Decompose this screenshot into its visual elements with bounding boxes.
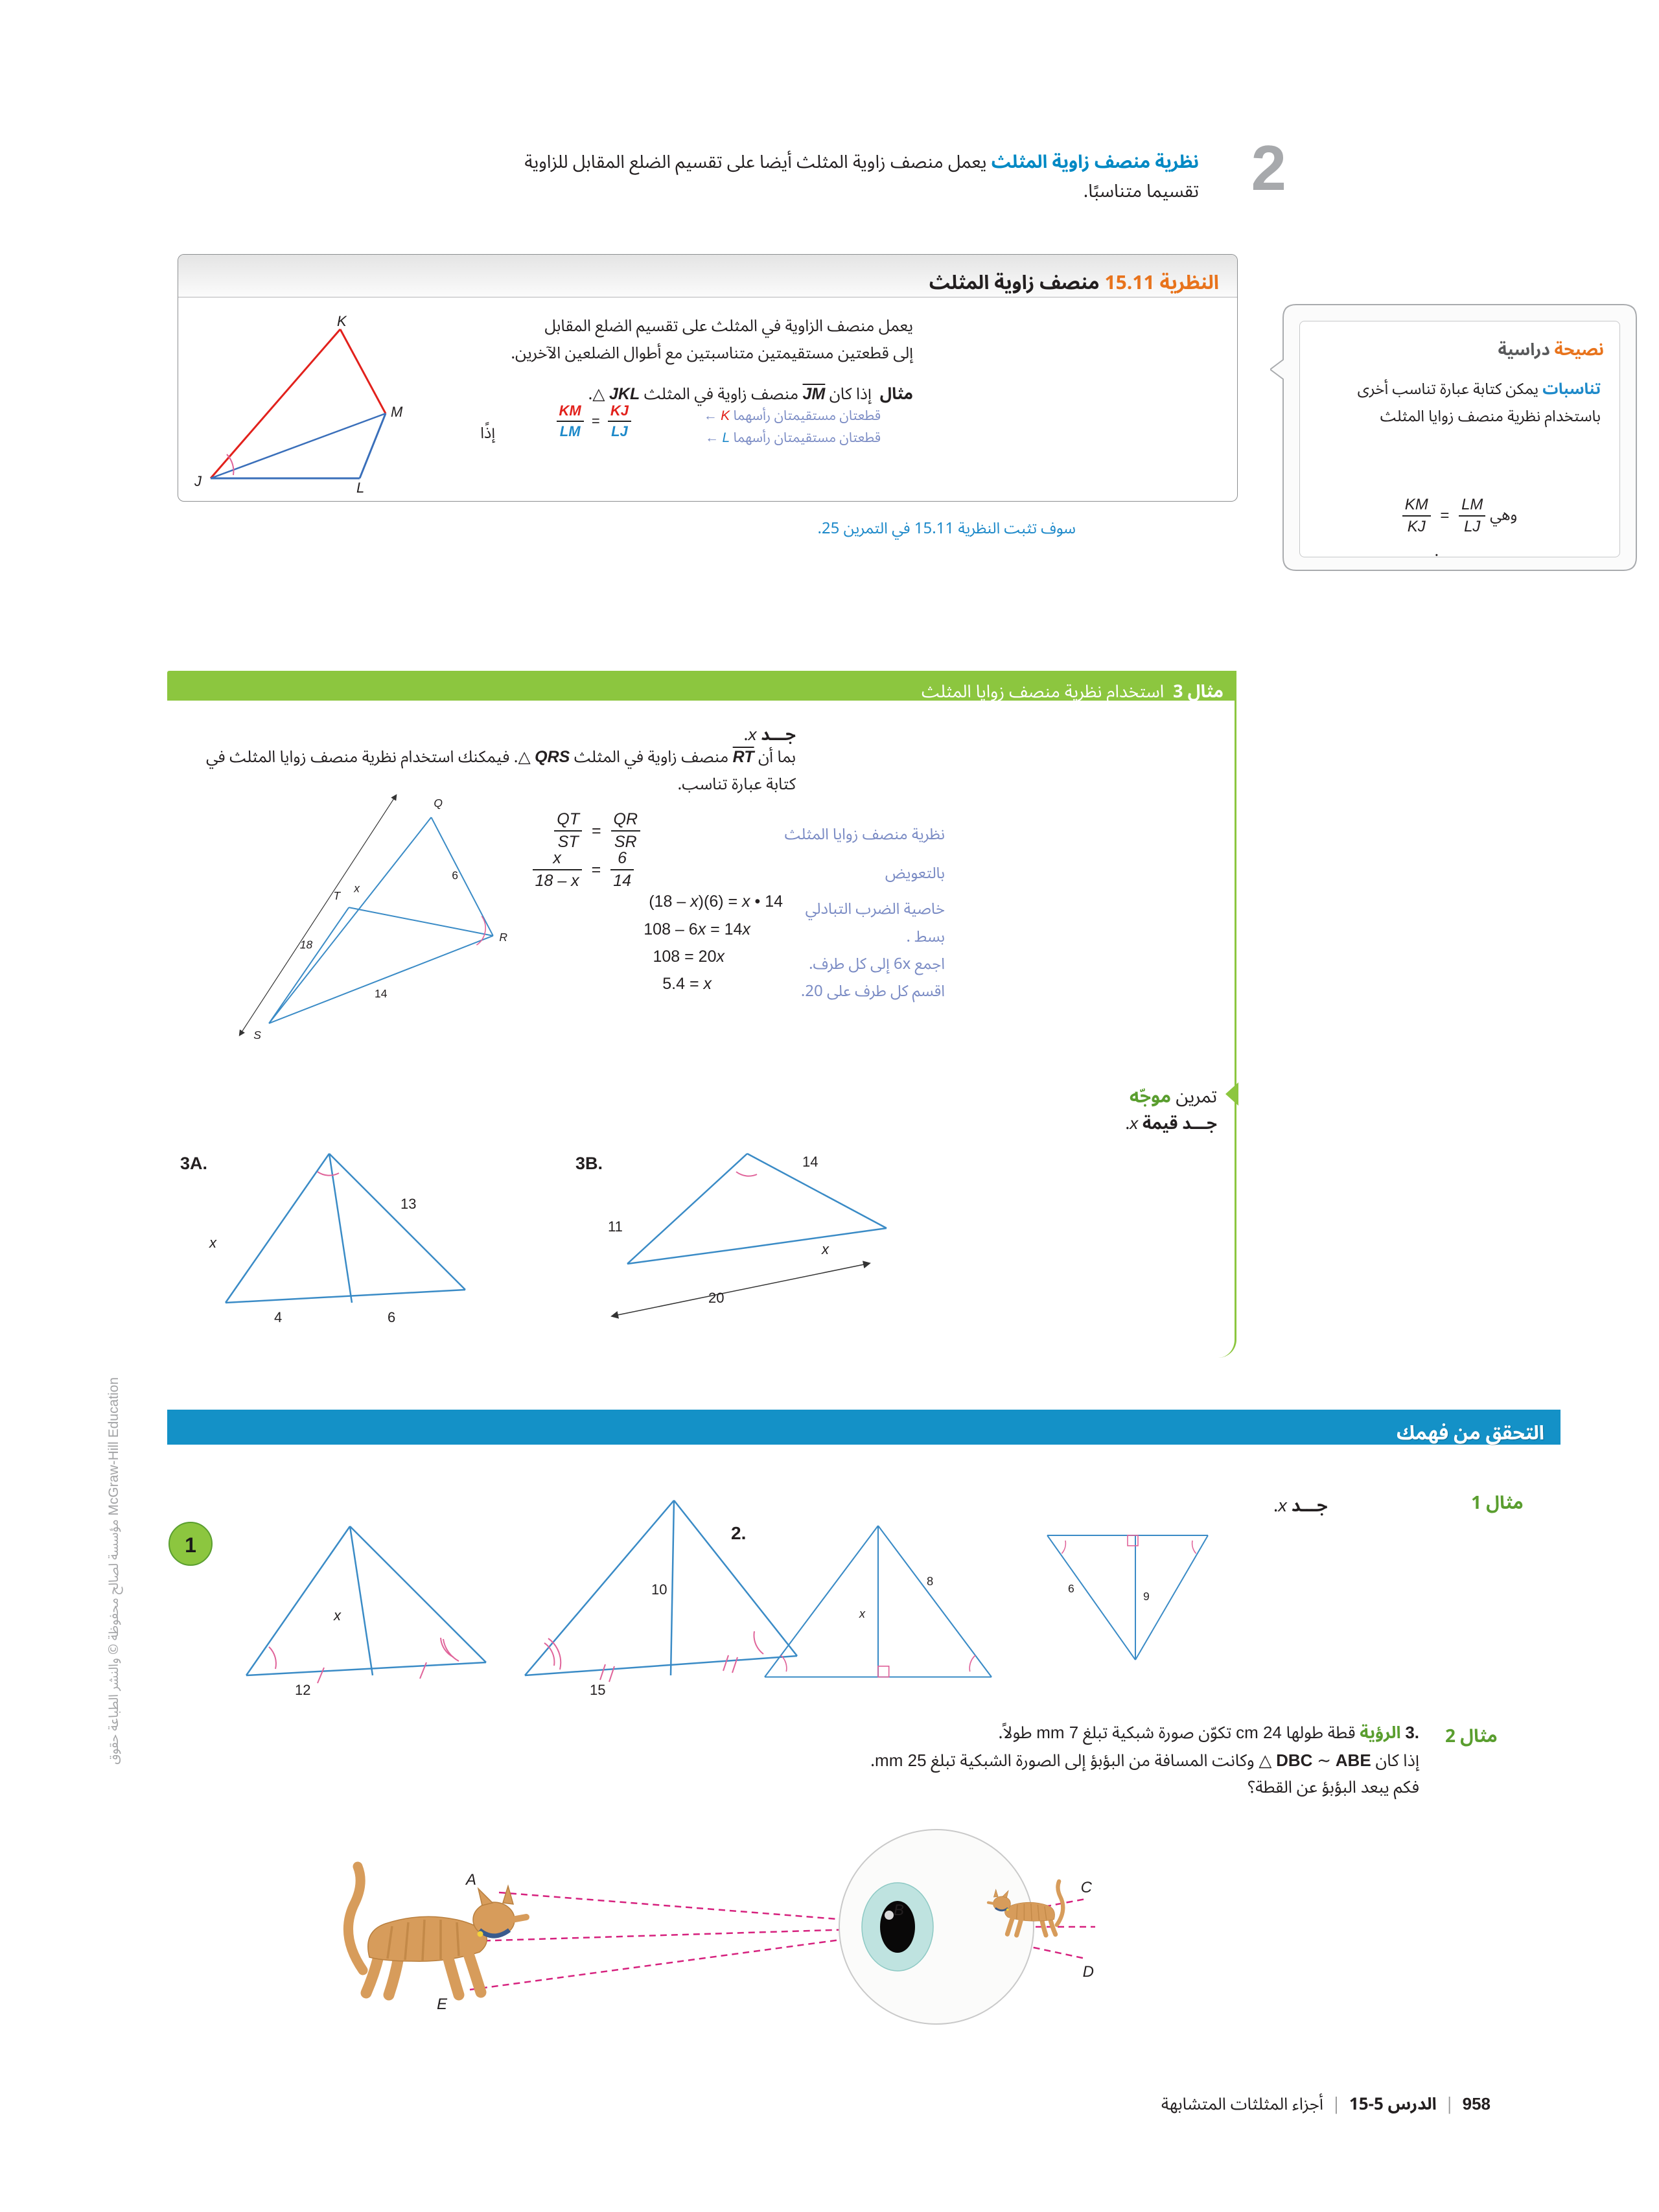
svg-text:J: J — [194, 473, 202, 489]
svg-text:K: K — [337, 313, 347, 329]
svg-text:T: T — [333, 889, 341, 902]
svg-text:A: A — [465, 1871, 476, 1889]
svg-text:12: 12 — [295, 1682, 310, 1698]
svg-text:18: 18 — [300, 938, 313, 951]
svg-text:x: x — [353, 881, 360, 894]
svg-text:R: R — [499, 931, 507, 944]
svg-text:13: 13 — [400, 1196, 416, 1212]
svg-text:8: 8 — [927, 1574, 933, 1588]
svg-text:20: 20 — [708, 1290, 724, 1306]
svg-text:6: 6 — [452, 868, 458, 881]
svg-text:14: 14 — [375, 987, 388, 1000]
svg-text:6: 6 — [1068, 1582, 1074, 1595]
svg-text:E: E — [437, 1996, 448, 2013]
svg-text:x: x — [333, 1607, 342, 1624]
svg-text:10: 10 — [651, 1581, 667, 1598]
svg-text:B: B — [894, 1902, 904, 1919]
svg-text:6: 6 — [388, 1309, 395, 1325]
svg-text:x: x — [821, 1241, 830, 1257]
svg-text:x: x — [859, 1607, 866, 1620]
svg-text:11: 11 — [608, 1218, 623, 1235]
svg-text:9: 9 — [1143, 1590, 1150, 1603]
svg-text:Q: Q — [434, 797, 443, 809]
svg-text:14: 14 — [802, 1154, 818, 1170]
svg-text:C: C — [1081, 1879, 1093, 1896]
svg-text:15: 15 — [590, 1682, 605, 1698]
svg-text:4: 4 — [274, 1309, 282, 1325]
svg-text:L: L — [356, 480, 364, 496]
svg-text:x: x — [209, 1235, 217, 1251]
svg-text:D: D — [1083, 1963, 1094, 1981]
svg-text:S: S — [253, 1029, 261, 1042]
